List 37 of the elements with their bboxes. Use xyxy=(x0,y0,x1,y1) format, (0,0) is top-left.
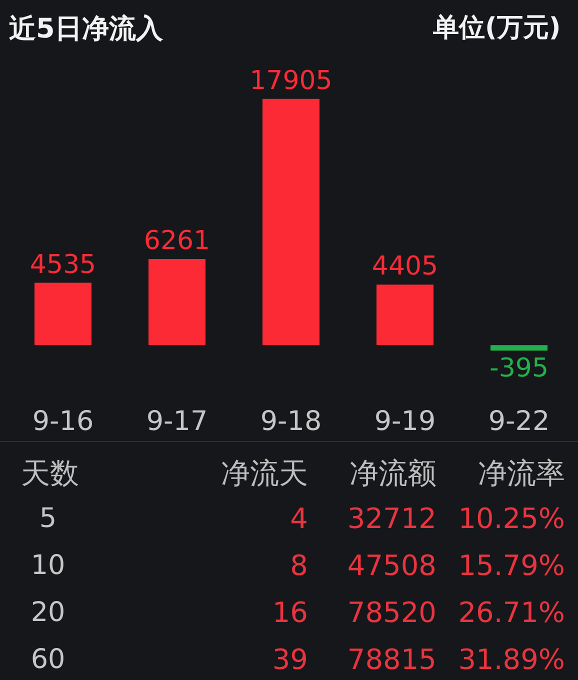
text: 78520 xyxy=(347,596,436,629)
category-label: 净流额 xyxy=(350,455,436,492)
data-label: -395 xyxy=(489,354,549,384)
text: 32712 xyxy=(347,502,436,535)
category-label: 60 xyxy=(30,644,66,675)
text: 31.89% xyxy=(458,643,565,676)
text: 78815 xyxy=(347,643,436,676)
text: 16 xyxy=(272,596,308,629)
chart-title: 近5日净流入 xyxy=(9,13,164,44)
data-label: 4535 xyxy=(30,250,96,280)
text: 天数 xyxy=(20,455,80,492)
category-label: 20 xyxy=(30,597,66,628)
text: 4 xyxy=(290,502,308,535)
bar xyxy=(34,282,92,346)
x-tick-label: 9-18 xyxy=(260,406,322,437)
bar xyxy=(148,259,206,346)
text: 39 xyxy=(272,643,308,676)
text: 26.71% xyxy=(458,596,565,629)
text: 47508 xyxy=(347,549,436,582)
text: 8 xyxy=(290,549,308,582)
text: 10.25% xyxy=(458,502,565,535)
x-tick-label: 9-22 xyxy=(488,406,550,437)
x-tick-label: 9-17 xyxy=(146,406,208,437)
x-tick-label: 9-19 xyxy=(374,406,436,437)
category-label: 10 xyxy=(30,550,66,581)
text: 单位(万元) xyxy=(432,13,561,43)
data-label: 17905 xyxy=(250,66,332,96)
category-label: 净流率 xyxy=(478,455,565,492)
category-label: 5 xyxy=(39,503,57,534)
category-label: 净流天 xyxy=(221,455,308,492)
x-tick-label: 9-16 xyxy=(32,406,94,437)
bar xyxy=(490,345,548,351)
data-label: 4405 xyxy=(372,252,438,282)
bar xyxy=(262,98,320,346)
data-label: 6261 xyxy=(144,226,210,256)
bar xyxy=(376,284,434,346)
text: 15.79% xyxy=(458,549,565,582)
